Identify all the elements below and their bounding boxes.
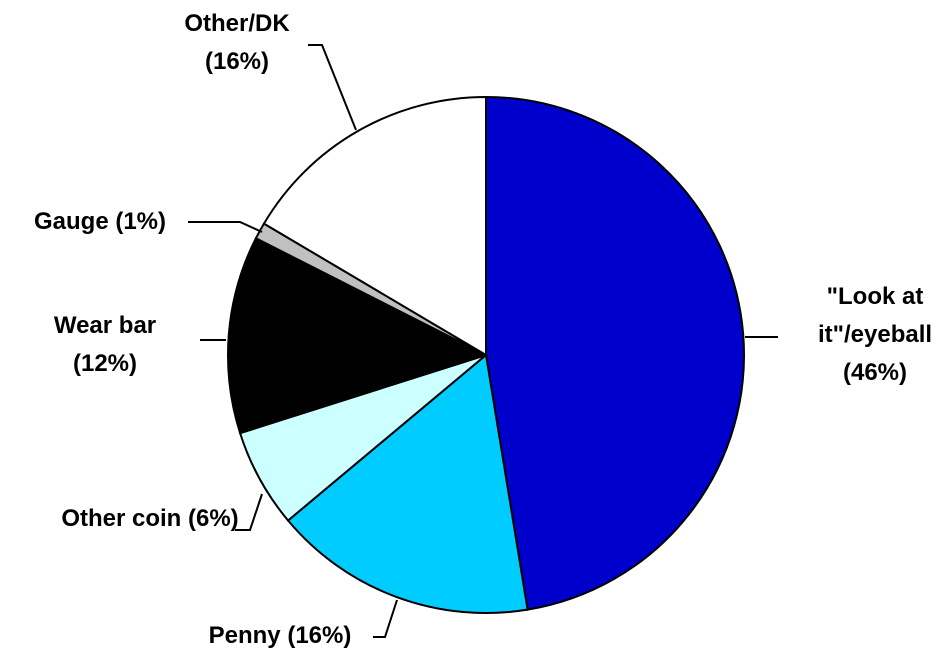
category-label: Other coin [61,505,182,532]
slice-label: "Look at it"/eyeball (46%) [800,278,950,392]
pie-slice [286,353,529,614]
pie-slice [227,236,489,435]
leader-line [235,493,263,531]
value-label: (16%) [204,48,270,75]
leader-line [188,221,263,233]
category-label: "Look at it"/eyeball [817,283,933,348]
pie-slice [262,95,487,357]
leader-lines [188,44,778,638]
leader-line [308,44,357,131]
pie-slice [485,95,745,611]
category-label: Penny [208,622,281,649]
category-label: Wear bar [53,312,157,339]
slice-label: Other/DK (16%) [167,5,307,81]
leader-line [373,599,398,638]
slice-label: Penny (16%) [155,617,405,655]
value-label: (16%) [287,622,352,649]
category-label: Other/DK [184,10,290,37]
value-label: (46%) [842,359,908,386]
slice-label: Other coin (6%) [60,500,240,538]
value-label: (12%) [72,350,138,377]
slice-label: Gauge (1%) [0,203,225,241]
slice-label: Wear bar (12%) [35,307,175,383]
category-label: Gauge [33,208,109,235]
value-label: (6%) [188,505,239,532]
value-label: (1%) [115,208,167,235]
